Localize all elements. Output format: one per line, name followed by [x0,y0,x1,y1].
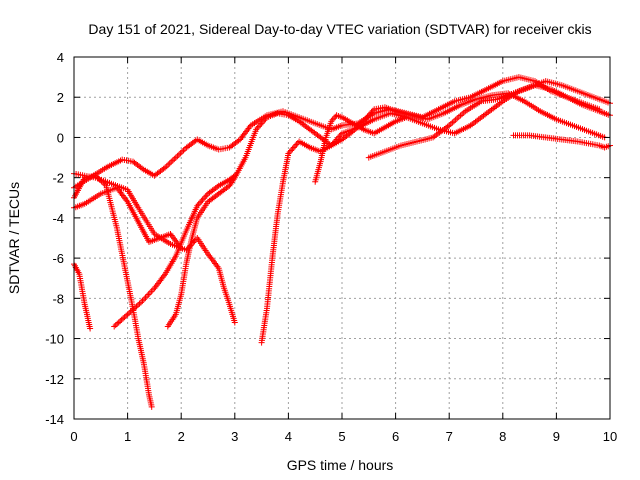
series-11 [510,132,613,151]
chart-title: Day 151 of 2021, Sidereal Day-to-day VTE… [88,21,591,37]
y-tick-label: -10 [45,332,64,347]
x-tick-label: 1 [124,429,131,444]
x-tick-label: 5 [338,429,345,444]
series-8 [258,82,613,346]
y-tick-label: -12 [45,372,64,387]
series-10 [365,78,613,161]
x-tick-label: 3 [231,429,238,444]
y-axis-label: SDTVAR / TECUs [6,182,22,294]
series-10-markers [365,78,613,161]
x-tick-label: 2 [178,429,185,444]
x-tick-label: 9 [553,429,560,444]
y-tick-label: -4 [52,211,64,226]
series-8-markers [258,82,613,346]
x-tick-label: 7 [446,429,453,444]
series-9 [312,112,410,185]
y-tick-label: -14 [45,412,64,427]
x-tick-label: 4 [285,429,292,444]
series-3-markers [71,170,238,326]
series-11-markers [510,132,613,151]
series-6 [111,172,238,330]
y-tick-label: -6 [52,251,64,266]
y-tick-label: 0 [57,130,64,145]
axis-ticks: 0 1 2 3 4 5 6 7 8 9 10 -14 -12 -10 -8 -6 -4 -2 0 2 4 [45,50,617,444]
y-tick-label: 4 [57,50,64,65]
series-6-markers [111,172,238,330]
x-tick-label: 0 [70,429,77,444]
x-tick-label: 10 [603,429,617,444]
y-tick-label: 2 [57,90,64,105]
y-tick-label: -8 [52,291,64,306]
series-3 [71,170,238,326]
series-9-markers [312,112,410,185]
x-axis-label: GPS time / hours [287,457,394,473]
y-tick-label: -2 [52,171,64,186]
x-tick-label: 6 [392,429,399,444]
x-tick-label: 8 [499,429,506,444]
data-series [71,74,613,410]
